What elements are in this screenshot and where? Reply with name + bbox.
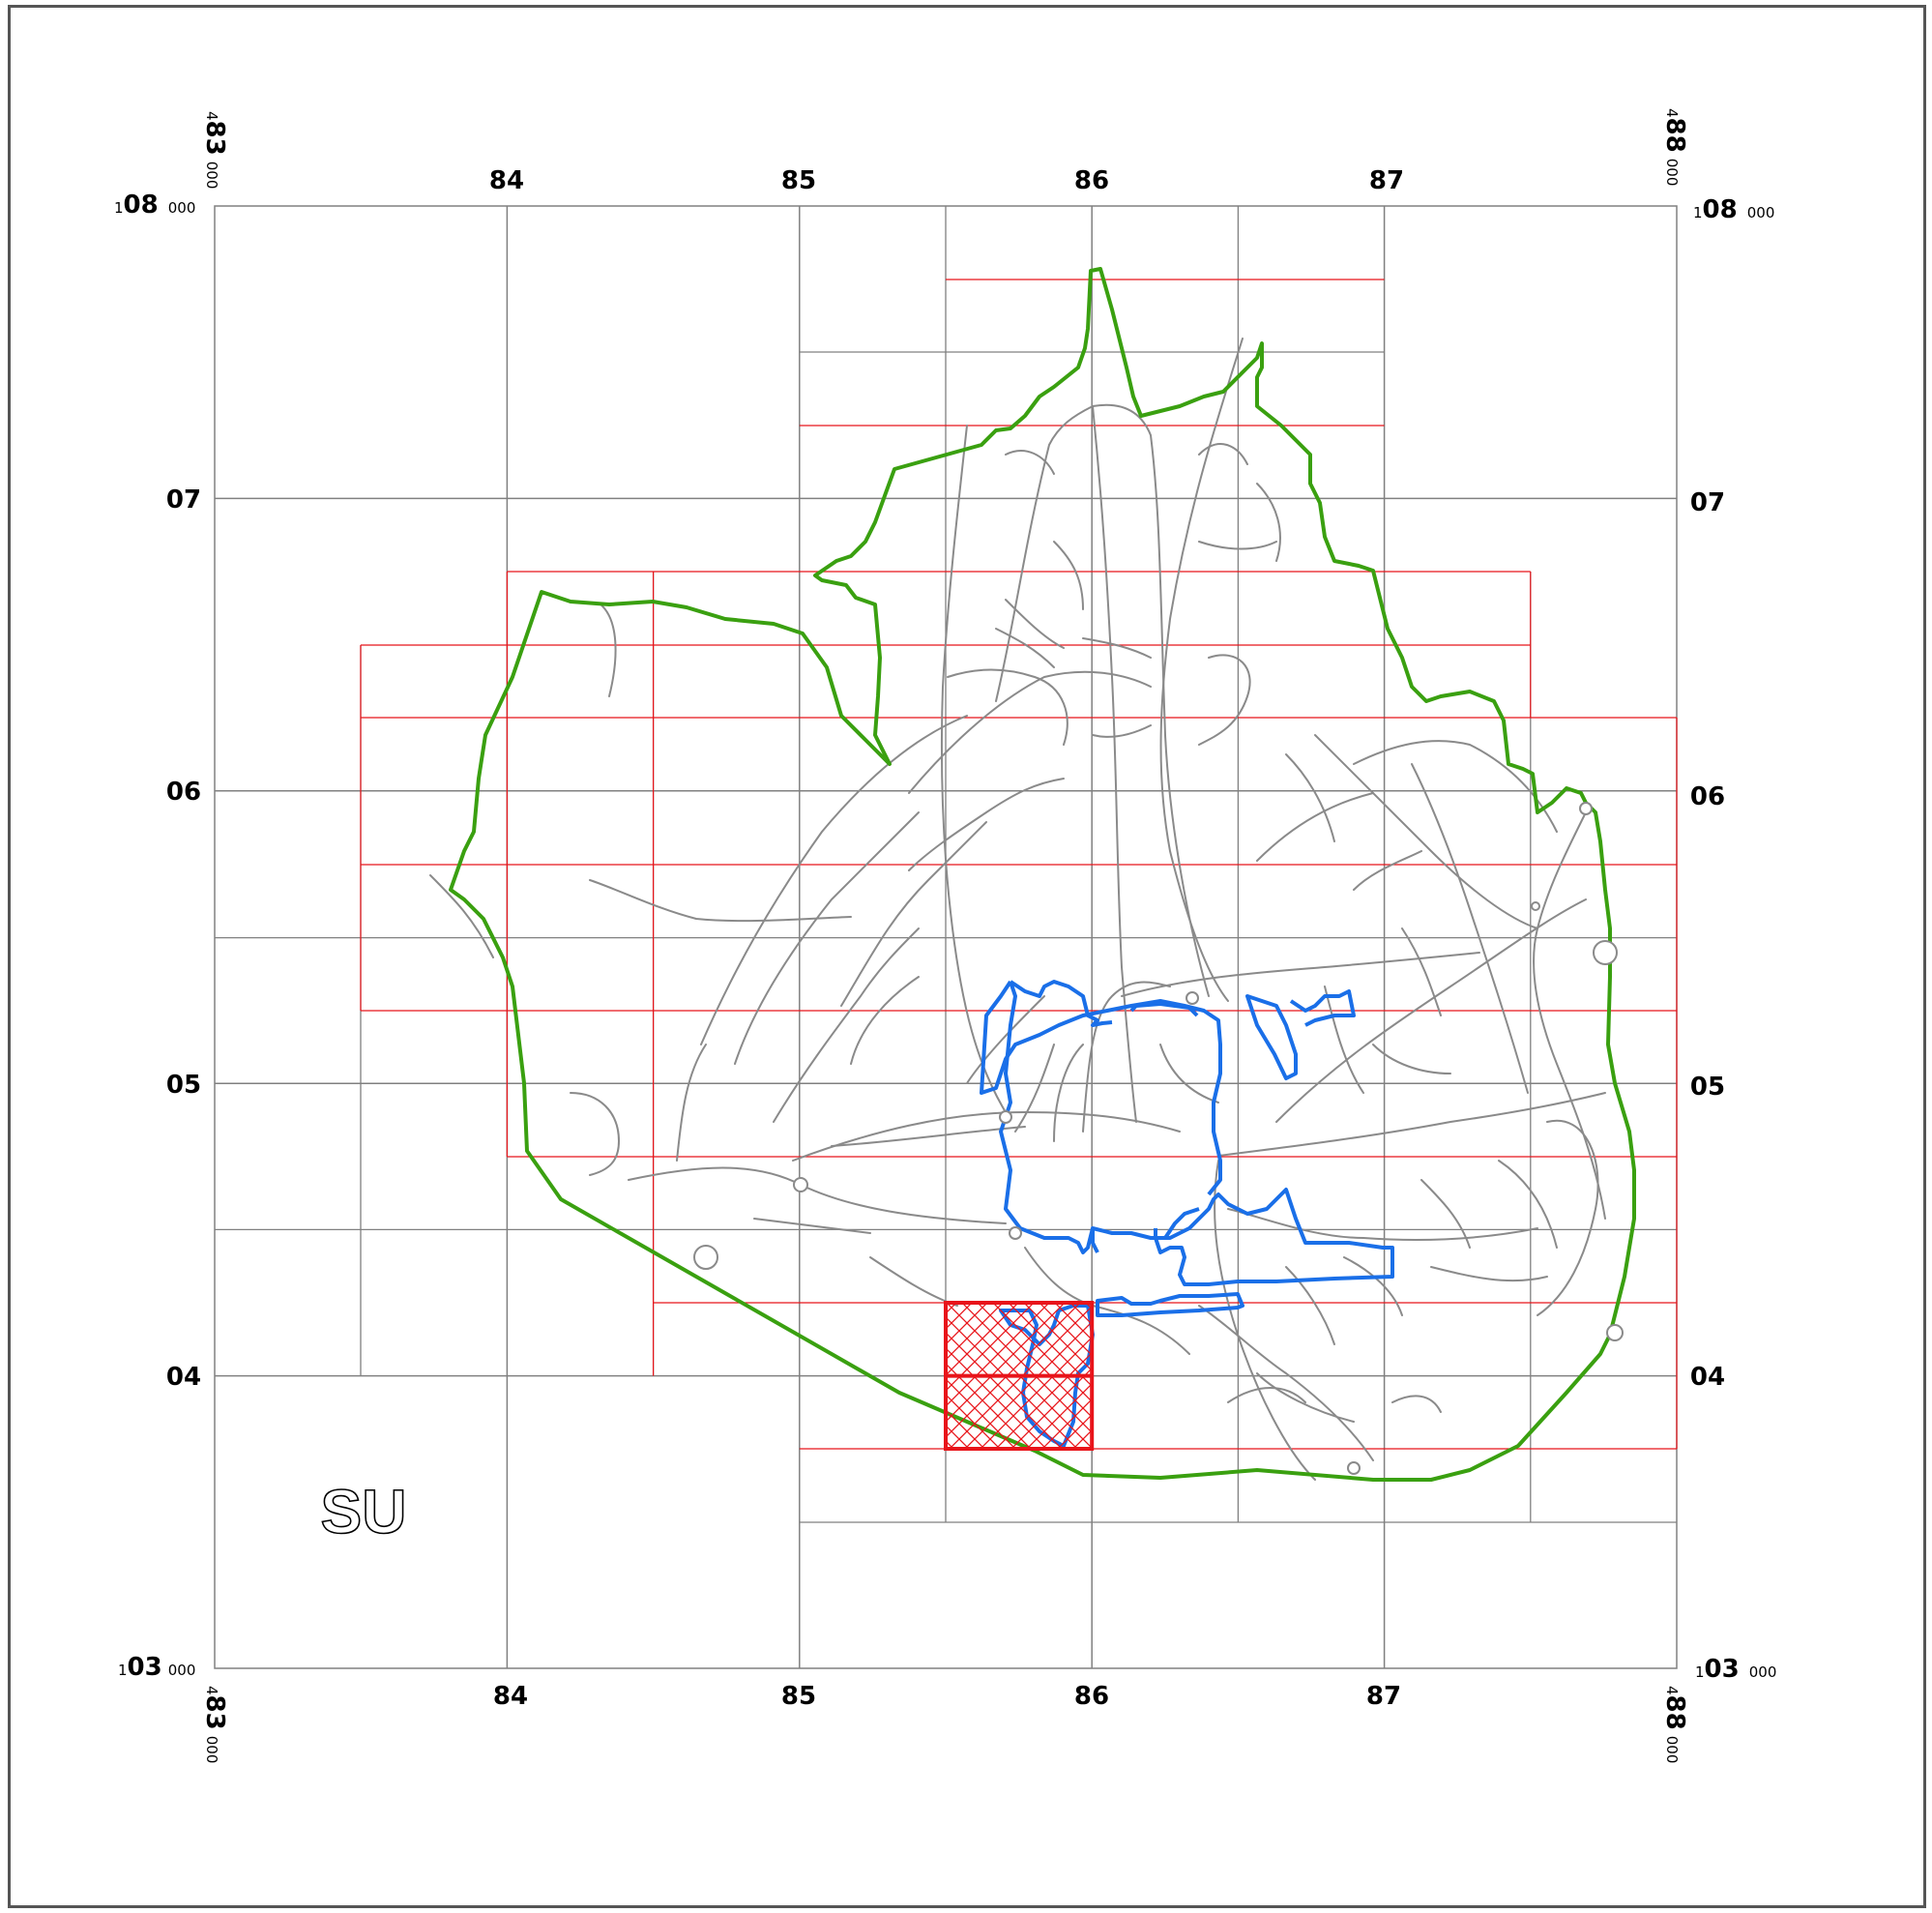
easting-label-bottom: 86: [1074, 1682, 1109, 1711]
northing-label-right: 06: [1690, 782, 1725, 811]
northing-label-right: 07: [1690, 488, 1725, 517]
northing-labels-left: 07 06 05 04: [166, 486, 201, 1392]
corner-easting-bl: 483000: [200, 1686, 229, 1763]
northing-label-left: 05: [166, 1071, 201, 1100]
northing-label-left: 07: [166, 486, 201, 515]
easting-label-top: 84: [489, 166, 524, 195]
easting-labels-top: 84 85 86 87: [489, 166, 1404, 195]
corner-northing-br: 103 000: [1695, 1655, 1776, 1684]
map-frame: [8, 5, 1926, 1908]
easting-label-top: 87: [1369, 166, 1404, 195]
easting-label-top: 85: [781, 166, 816, 195]
grid-square-label: SU: [321, 1477, 407, 1546]
tile-grid: [360, 279, 1678, 1450]
northing-label-right: 05: [1690, 1073, 1725, 1102]
corner-northing-bl: 103 000: [118, 1653, 195, 1682]
corner-easting-tl: 483000: [200, 111, 229, 189]
corner-easting-br: 488000: [1660, 1686, 1689, 1763]
corner-northing-tl: 108 000: [114, 191, 195, 220]
easting-label-bottom: 87: [1366, 1682, 1401, 1711]
northing-label-left: 04: [166, 1363, 201, 1392]
corner-northing-labels: 108 000 108 000 103 000 103 000: [114, 191, 1776, 1684]
outer-boundary: [449, 267, 1636, 1482]
easting-label-bottom: 84: [493, 1682, 528, 1711]
corner-easting-labels: 483000 488000 483000 488000: [200, 108, 1689, 1763]
corner-easting-tr: 488000: [1660, 108, 1689, 186]
northing-labels-right: 07 06 05 04: [1690, 488, 1725, 1392]
easting-label-top: 86: [1074, 166, 1109, 195]
northing-label-right: 04: [1690, 1363, 1725, 1392]
corner-northing-tr: 108 000: [1693, 195, 1774, 224]
roundabouts: [693, 802, 1624, 1475]
easting-labels-bottom: 84 85 86 87: [493, 1682, 1401, 1711]
easting-label-bottom: 85: [781, 1682, 816, 1711]
road-network: [429, 338, 1606, 1481]
northing-label-left: 06: [166, 778, 201, 807]
selected-tiles[interactable]: [944, 1301, 1095, 1451]
